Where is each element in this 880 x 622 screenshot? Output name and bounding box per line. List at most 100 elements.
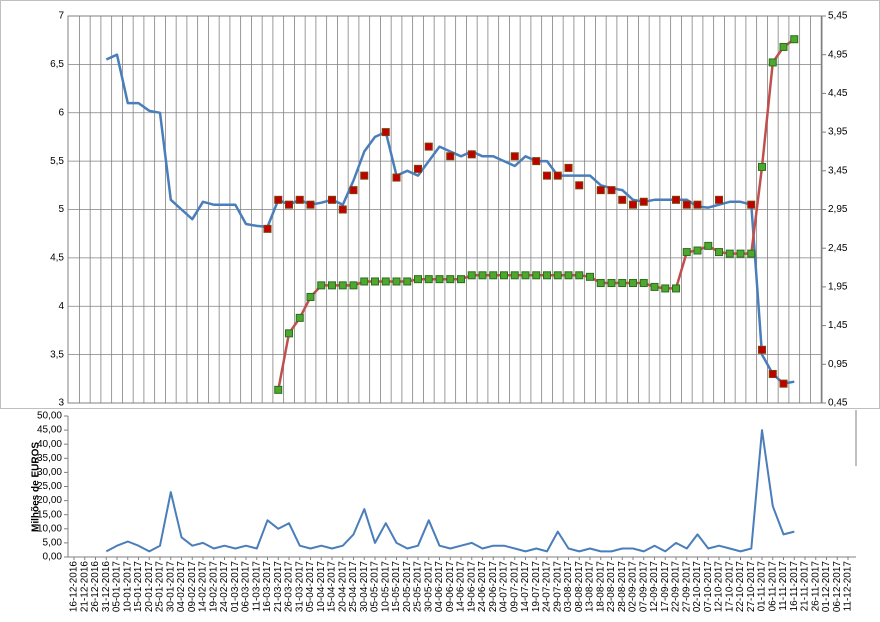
x-tick-label: 16-03-2017 bbox=[262, 561, 273, 613]
x-tick-label: 04-07-2017 bbox=[499, 561, 510, 613]
marker bbox=[349, 281, 358, 290]
marker bbox=[747, 200, 756, 209]
marker bbox=[639, 197, 648, 206]
x-tick-label: 19-02-2017 bbox=[208, 561, 219, 613]
x-tick-label: 14-02-2017 bbox=[198, 561, 209, 613]
x-tick-label: 29-07-2017 bbox=[552, 561, 563, 613]
x-tick-label: 21-03-2017 bbox=[273, 561, 284, 613]
x-tick-label: 20-01-2017 bbox=[144, 561, 155, 613]
marker bbox=[338, 205, 347, 214]
y-tick-label: 0,00 bbox=[43, 552, 63, 563]
marker bbox=[543, 171, 551, 180]
marker bbox=[661, 284, 670, 293]
marker bbox=[553, 171, 562, 180]
marker bbox=[500, 271, 508, 280]
marker bbox=[274, 195, 283, 204]
marker bbox=[768, 369, 777, 378]
x-tick-label: 15-05-2017 bbox=[391, 561, 402, 613]
marker bbox=[682, 200, 691, 209]
x-tick-label: 20-05-2017 bbox=[402, 561, 413, 613]
marker bbox=[596, 186, 605, 195]
marker bbox=[607, 186, 616, 195]
x-tick-label: 01-12-2017 bbox=[821, 561, 832, 613]
y-tick-label: 7 bbox=[58, 11, 64, 22]
x-tick-label: 01-11-2017 bbox=[757, 561, 768, 612]
marker bbox=[543, 271, 551, 280]
y-tick-label: 40,00 bbox=[37, 439, 62, 450]
y2-tick-label: 3,45 bbox=[828, 165, 848, 176]
x-tick-label: 25-01-2017 bbox=[155, 561, 166, 613]
marker bbox=[510, 152, 519, 161]
x-tick-label: 24-07-2017 bbox=[542, 561, 553, 613]
marker bbox=[360, 171, 369, 180]
marker bbox=[392, 173, 401, 182]
marker bbox=[564, 271, 573, 280]
x-tick-label: 04-02-2017 bbox=[176, 561, 187, 613]
marker bbox=[747, 249, 756, 258]
marker bbox=[306, 200, 315, 209]
x-tick-label: 25-04-2017 bbox=[348, 561, 359, 613]
x-tick-label: 06-12-2017 bbox=[832, 561, 843, 613]
x-tick-label: 02-10-2017 bbox=[692, 561, 703, 613]
y2-tick-label: 2,45 bbox=[828, 243, 848, 254]
x-tick-label: 09-07-2017 bbox=[509, 561, 520, 613]
x-tick-label: 05-01-2017 bbox=[112, 561, 123, 613]
marker bbox=[274, 385, 283, 394]
x-tick-label: 28-08-2017 bbox=[617, 561, 628, 613]
marker bbox=[403, 277, 412, 286]
x-tick-label: 11-12-2017 bbox=[843, 561, 854, 612]
x-tick-label: 31-03-2017 bbox=[294, 561, 305, 613]
y-tick-label: 50,00 bbox=[37, 411, 62, 422]
marker bbox=[446, 275, 455, 284]
marker bbox=[392, 277, 401, 286]
marker bbox=[629, 279, 637, 288]
marker bbox=[779, 379, 788, 388]
y2-tick-label: 1,95 bbox=[828, 282, 848, 293]
marker bbox=[521, 271, 530, 280]
marker bbox=[360, 277, 369, 286]
marker bbox=[532, 271, 541, 280]
y2-tick-label: 0,45 bbox=[828, 398, 848, 409]
x-tick-label: 12-10-2017 bbox=[714, 561, 725, 613]
x-tick-label: 09-06-2017 bbox=[445, 561, 456, 613]
y-axis-title: Milhões de EUROS bbox=[31, 442, 42, 532]
marker bbox=[575, 181, 584, 190]
marker bbox=[371, 277, 379, 286]
x-tick-label: 26-03-2017 bbox=[284, 561, 295, 613]
y-tick-label: 4,5 bbox=[50, 253, 64, 264]
x-tick-label: 16-12-2016 bbox=[69, 561, 80, 613]
marker bbox=[317, 281, 326, 290]
x-tick-label: 29-06-2017 bbox=[488, 561, 499, 613]
y-tick-label: 3,5 bbox=[50, 349, 64, 360]
marker bbox=[263, 224, 272, 233]
marker bbox=[510, 271, 519, 280]
x-tick-label: 07-10-2017 bbox=[703, 561, 714, 613]
marker bbox=[768, 58, 777, 67]
y2-tick-label: 0,95 bbox=[828, 359, 848, 370]
marker bbox=[736, 249, 745, 258]
y2-tick-label: 2,95 bbox=[828, 204, 848, 215]
marker bbox=[715, 248, 723, 257]
marker bbox=[639, 279, 648, 288]
marker bbox=[758, 345, 766, 354]
marker bbox=[446, 152, 455, 161]
x-tick-label: 09-02-2017 bbox=[187, 561, 198, 613]
y2-tick-label: 3,95 bbox=[828, 127, 848, 138]
x-tick-label: 19-06-2017 bbox=[466, 561, 477, 613]
marker bbox=[457, 275, 465, 284]
marker bbox=[693, 246, 702, 255]
x-tick-label: 24-06-2017 bbox=[477, 561, 488, 613]
marker bbox=[338, 281, 347, 290]
y2-tick-label: 4,95 bbox=[828, 49, 848, 60]
line bbox=[105, 429, 795, 553]
marker bbox=[435, 275, 444, 284]
x-tick-label: 03-08-2017 bbox=[563, 561, 574, 613]
x-tick-label: 11-03-2017 bbox=[251, 561, 262, 612]
marker bbox=[725, 249, 734, 258]
y2-tick-label: 1,45 bbox=[828, 320, 848, 331]
y-tick-label: 6 bbox=[58, 107, 64, 118]
x-tick-label: 06-11-2017 bbox=[767, 561, 778, 612]
x-tick-label: 27-09-2017 bbox=[681, 561, 692, 613]
x-tick-label: 10-04-2017 bbox=[316, 561, 327, 613]
